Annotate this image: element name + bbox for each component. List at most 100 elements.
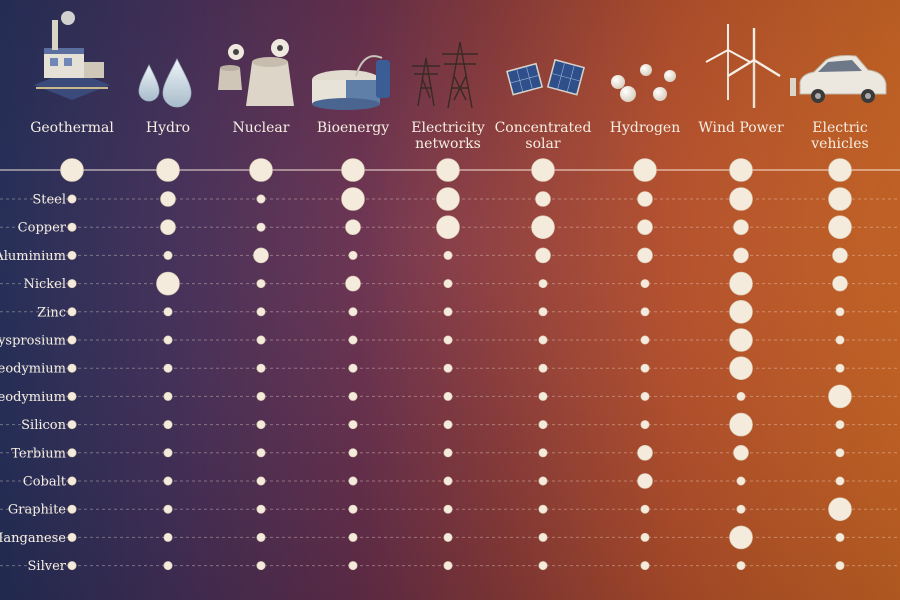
dot-dysprosium-bioenergy xyxy=(348,335,358,345)
dot-zinc-hydro xyxy=(163,307,173,317)
row-label-terbium: Terbium xyxy=(11,446,66,461)
dot-praseodymium-hydrogen xyxy=(640,391,650,401)
dot-praseodymium-concentrated-solar xyxy=(538,391,548,401)
dot-manganese-concentrated-solar xyxy=(538,532,548,542)
dot-steel-hydrogen xyxy=(637,191,653,207)
header-dot-hydro xyxy=(156,158,180,182)
header-dot-electric-vehicles xyxy=(828,158,852,182)
dot-aluminium-electricity-networks xyxy=(443,250,453,260)
dot-graphite-geothermal xyxy=(67,504,77,514)
dot-graphite-hydro xyxy=(163,504,173,514)
dot-nickel-nuclear xyxy=(256,279,266,289)
row-label-nickel: Nickel xyxy=(23,277,66,292)
dot-dysprosium-concentrated-solar xyxy=(538,335,548,345)
column-label-line: vehicles xyxy=(810,136,868,152)
dot-manganese-bioenergy xyxy=(348,532,358,542)
dot-copper-hydro xyxy=(160,219,176,235)
dot-steel-geothermal xyxy=(67,194,77,204)
dot-silver-hydro xyxy=(163,561,173,571)
dot-cobalt-hydro xyxy=(163,476,173,486)
dot-silicon-electricity-networks xyxy=(443,420,453,430)
dot-manganese-wind-power xyxy=(729,525,753,550)
dot-silicon-nuclear xyxy=(256,420,266,430)
water-drops-icon xyxy=(138,58,192,108)
dot-silver-wind-power xyxy=(736,561,746,571)
dot-cobalt-geothermal xyxy=(67,476,77,486)
dot-aluminium-concentrated-solar xyxy=(535,247,551,264)
row-label-manganese: Manganese xyxy=(0,531,66,546)
dot-silver-electricity-networks xyxy=(443,561,453,571)
dot-dysprosium-hydro xyxy=(163,335,173,345)
dot-terbium-electric-vehicles xyxy=(835,448,845,458)
dot-nickel-hydro xyxy=(156,271,180,296)
dot-zinc-wind-power xyxy=(729,299,753,324)
row-label-silver: Silver xyxy=(28,559,67,574)
dot-graphite-nuclear xyxy=(256,504,266,514)
dot-silver-bioenergy xyxy=(348,561,358,571)
column-label-line: networks xyxy=(415,136,481,152)
dot-steel-bioenergy xyxy=(341,187,365,211)
dot-terbium-electricity-networks xyxy=(443,448,453,458)
dot-dysprosium-hydrogen xyxy=(640,335,650,345)
header-dot-bioenergy xyxy=(341,158,365,182)
dot-graphite-concentrated-solar xyxy=(538,504,548,514)
column-label-line: Hydrogen xyxy=(610,120,680,136)
header-dot-electricity-networks xyxy=(436,158,460,182)
dot-nickel-geothermal xyxy=(67,279,77,289)
dot-dysprosium-wind-power xyxy=(729,328,753,352)
dot-steel-nuclear xyxy=(256,194,266,204)
dot-cobalt-concentrated-solar xyxy=(538,476,548,486)
dot-aluminium-wind-power xyxy=(733,247,749,264)
column-label-line: Geothermal xyxy=(30,120,114,136)
dot-manganese-geothermal xyxy=(67,532,77,542)
dot-nickel-hydrogen xyxy=(640,279,650,289)
dot-zinc-nuclear xyxy=(256,307,266,317)
dot-praseodymium-geothermal xyxy=(67,391,77,401)
dot-aluminium-electric-vehicles xyxy=(832,247,848,264)
dot-silicon-geothermal xyxy=(67,420,77,430)
dot-aluminium-bioenergy xyxy=(348,250,358,260)
dot-praseodymium-electricity-networks xyxy=(443,391,453,401)
dot-terbium-bioenergy xyxy=(348,448,358,458)
dot-zinc-electric-vehicles xyxy=(835,307,845,317)
row-label-silicon: Silicon xyxy=(21,418,66,433)
dot-steel-concentrated-solar xyxy=(535,191,551,207)
dot-steel-electricity-networks xyxy=(436,187,460,211)
dot-terbium-nuclear xyxy=(256,448,266,458)
dot-manganese-hydrogen xyxy=(640,532,650,542)
dot-zinc-bioenergy xyxy=(348,307,358,317)
column-label-electricity-networks: Electricity networks xyxy=(411,120,485,152)
dot-aluminium-nuclear xyxy=(253,247,269,264)
dot-cobalt-wind-power xyxy=(736,476,746,486)
dot-praseodymium-nuclear xyxy=(256,391,266,401)
dot-zinc-geothermal xyxy=(67,307,77,317)
dot-aluminium-hydrogen xyxy=(637,247,653,264)
geothermal-plant-icon xyxy=(34,11,110,100)
dot-silver-concentrated-solar xyxy=(538,561,548,571)
dot-silicon-hydrogen xyxy=(640,420,650,430)
solar-panel-icon xyxy=(506,58,585,96)
dot-dysprosium-nuclear xyxy=(256,335,266,345)
dot-zinc-hydrogen xyxy=(640,307,650,317)
dot-dysprosium-electricity-networks xyxy=(443,335,453,345)
column-label-electric-vehicles: Electric vehicles xyxy=(810,120,868,152)
dot-cobalt-hydrogen xyxy=(637,473,653,489)
dot-cobalt-bioenergy xyxy=(348,476,358,486)
column-label-hydro: Hydro xyxy=(146,120,190,136)
dot-manganese-electricity-networks xyxy=(443,532,453,542)
dot-silicon-wind-power xyxy=(729,412,753,437)
nuclear-cooling-tower-icon xyxy=(218,39,294,106)
dot-nickel-bioenergy xyxy=(345,275,361,292)
dot-silver-nuclear xyxy=(256,561,266,571)
column-label-line: Electricity xyxy=(411,120,485,136)
column-label-wind-power: Wind Power xyxy=(698,120,784,136)
dot-steel-hydro xyxy=(160,191,176,207)
dot-copper-geothermal xyxy=(67,222,77,232)
dot-neodymium-bioenergy xyxy=(348,363,358,373)
dot-copper-bioenergy xyxy=(345,219,361,235)
transmission-tower-icon xyxy=(412,41,478,109)
dot-praseodymium-hydro xyxy=(163,391,173,401)
column-label-line: Wind Power xyxy=(698,120,784,136)
column-label-bioenergy: Bioenergy xyxy=(317,120,389,136)
